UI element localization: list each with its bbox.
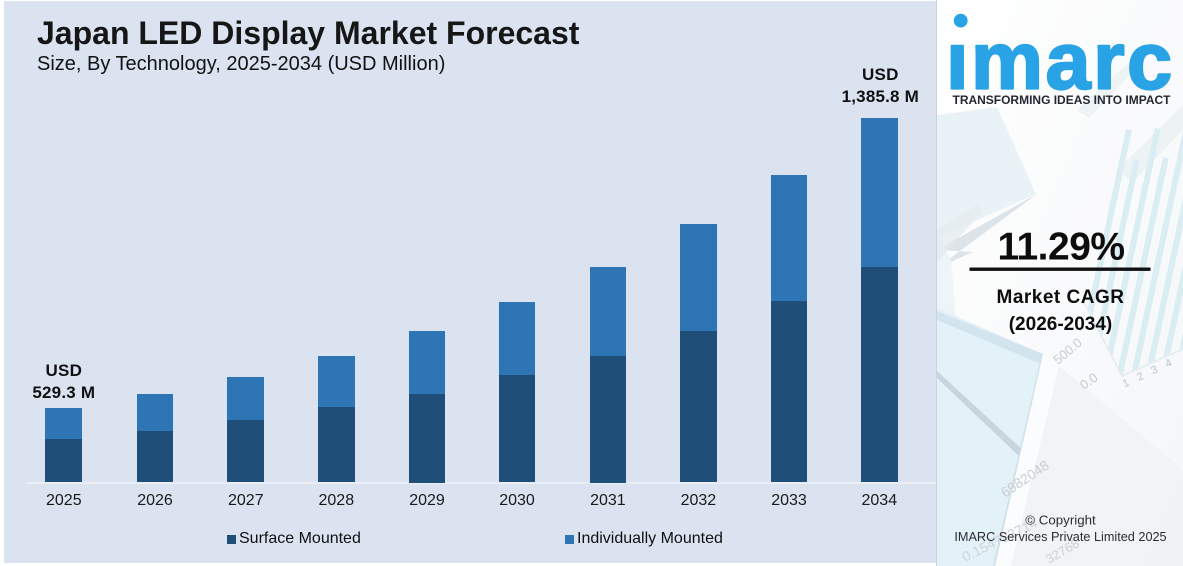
svg-text:(2026-2034): (2026-2034) (1009, 314, 1113, 335)
svg-text:Market CAGR: Market CAGR (997, 287, 1125, 308)
svg-text:TRANSFORMING IDEAS INTO IMPACT: TRANSFORMING IDEAS INTO IMPACT (953, 93, 1172, 107)
svg-text:IMARC Services Private Limited: IMARC Services Private Limited 2025 (954, 530, 1166, 544)
svg-text:11.29%: 11.29% (997, 226, 1124, 269)
svg-text:ımarc: ımarc (946, 17, 1175, 107)
svg-text:© Copyright: © Copyright (1025, 513, 1096, 528)
